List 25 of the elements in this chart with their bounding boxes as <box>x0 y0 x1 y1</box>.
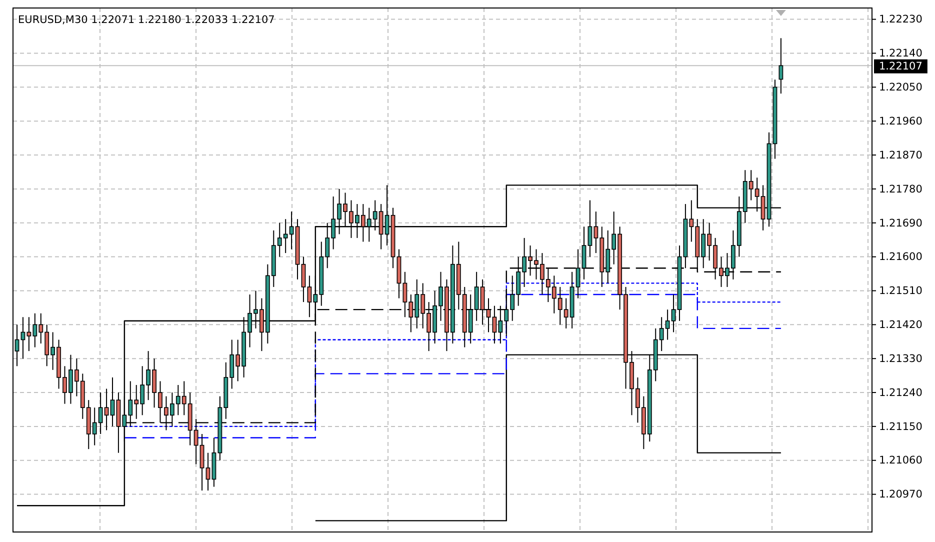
y-tick-label: 1.21600 <box>879 251 922 264</box>
ref-line-label: 1.22107 <box>879 60 922 72</box>
candlestick <box>206 452 210 492</box>
y-tick-label: 1.21330 <box>879 352 922 365</box>
candlestick <box>778 38 784 94</box>
candlestick <box>200 433 204 492</box>
y-tick-label: 1.21240 <box>879 386 922 399</box>
y-tick-label: 1.21870 <box>879 149 922 162</box>
y-tick-label: 1.21510 <box>879 285 922 298</box>
y-tick-label: 1.21420 <box>879 319 922 332</box>
y-tick-label: 1.21690 <box>879 217 922 230</box>
y-tick-label: 1.21150 <box>879 420 922 433</box>
y-tick-label: 1.22140 <box>879 48 922 60</box>
y-tick-label: 1.21960 <box>879 115 922 128</box>
candlestick <box>671 294 676 333</box>
text: EURUSD,M30 1.22071 1.22180 1.22033 1.22107 <box>18 14 275 26</box>
candlestick <box>486 298 491 333</box>
candlestick <box>301 256 306 303</box>
y-tick-label: 1.21060 <box>879 454 922 467</box>
y-tick-label: 1.22230 <box>879 14 922 26</box>
y-tick-label: 1.20970 <box>879 488 922 501</box>
candlestick <box>104 388 109 431</box>
y-tick-label: 1.22050 <box>879 82 922 94</box>
candlestick <box>110 376 115 427</box>
y-tick-label: 1.21780 <box>879 183 922 196</box>
